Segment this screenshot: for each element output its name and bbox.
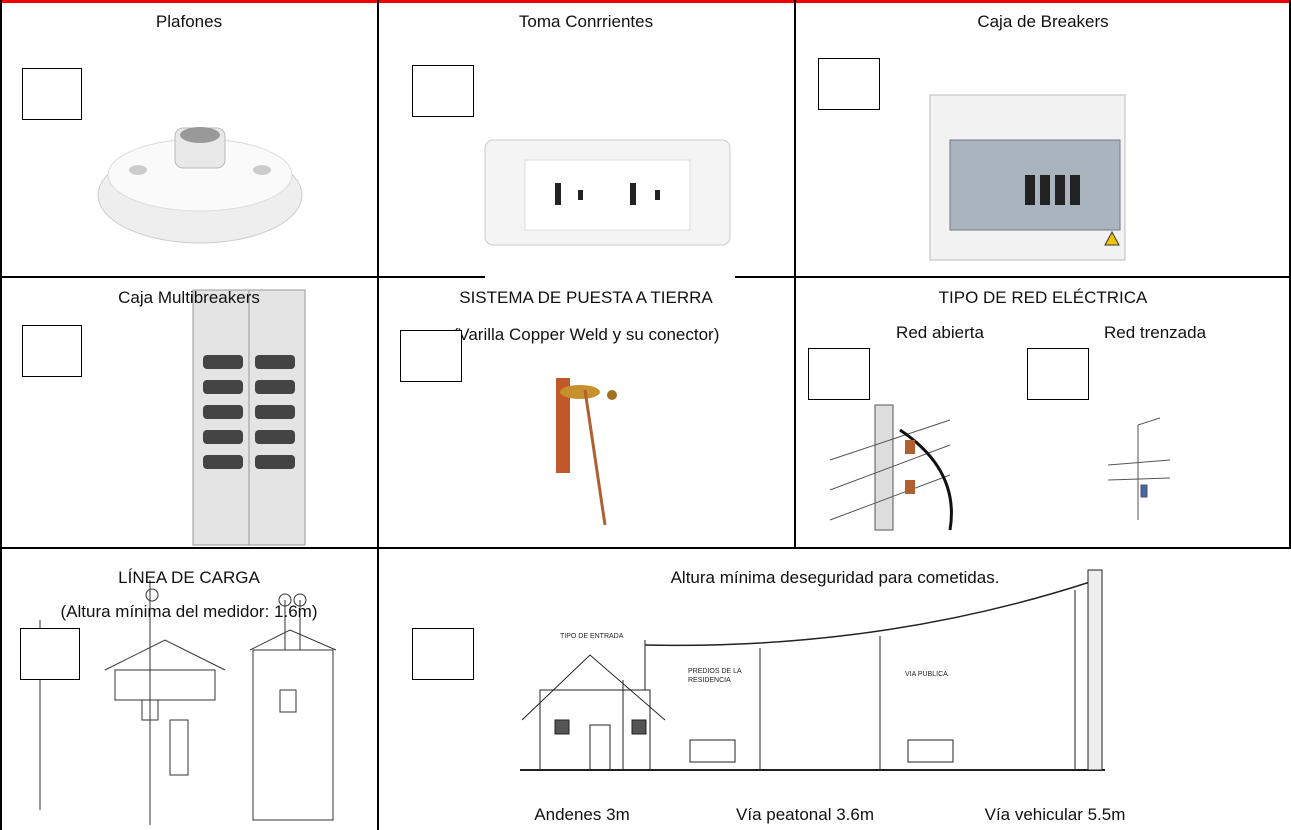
- checkbox[interactable]: [808, 348, 870, 400]
- braided-network-image: [1107, 417, 1171, 520]
- height-label: Vía vehicular 5.5m: [984, 805, 1126, 824]
- cell-title: LÍNEA DE CARGA: [118, 568, 260, 587]
- height-label: Vía peatonal 3.6m: [736, 805, 874, 824]
- option-label: Red abierta: [896, 323, 984, 342]
- multibreaker-image: [192, 289, 306, 546]
- copper-rod-image: [556, 378, 617, 526]
- cell-title: TIPO DE RED ELÉCTRICA: [938, 288, 1148, 307]
- checkbox[interactable]: [1027, 348, 1089, 400]
- cell-subtitle: (Altura mínima del medidor: 1.6m): [60, 602, 318, 621]
- breaker-box-image: [929, 94, 1126, 261]
- outlet-image: [484, 139, 731, 246]
- checkbox[interactable]: [20, 628, 80, 680]
- diagram-label: PREDIOS DE LA RESIDENCIA: [688, 668, 742, 684]
- open-network-image: [829, 404, 953, 531]
- cell-title: Toma Conrrientes: [518, 12, 654, 31]
- service-drop-image: [520, 569, 1105, 771]
- checkbox[interactable]: [412, 65, 474, 117]
- checkbox[interactable]: [22, 325, 82, 377]
- cell-title: Plafones: [155, 12, 223, 31]
- plafon-image: [97, 127, 303, 244]
- cell-title: Altura mínima deseguridad para cometidas…: [670, 568, 1000, 587]
- cell-title: Caja Multibreakers: [118, 288, 260, 307]
- checkbox[interactable]: [818, 58, 880, 110]
- diagram-label: TIPO DE ENTRADA: [560, 633, 624, 640]
- cell-title: Caja de Breakers: [977, 12, 1109, 31]
- checkbox[interactable]: [412, 628, 474, 680]
- cell-title: SISTEMA DE PUESTA A TIERRA: [459, 288, 713, 307]
- height-label: Andenes 3m: [534, 805, 630, 824]
- diagram-label: VIA PUBLICA: [905, 671, 948, 678]
- checkbox[interactable]: [400, 330, 462, 382]
- option-label: Red trenzada: [1103, 323, 1207, 342]
- checkbox[interactable]: [22, 68, 82, 120]
- cell-subtitle: (Varilla Copper Weld y su conector): [452, 325, 720, 344]
